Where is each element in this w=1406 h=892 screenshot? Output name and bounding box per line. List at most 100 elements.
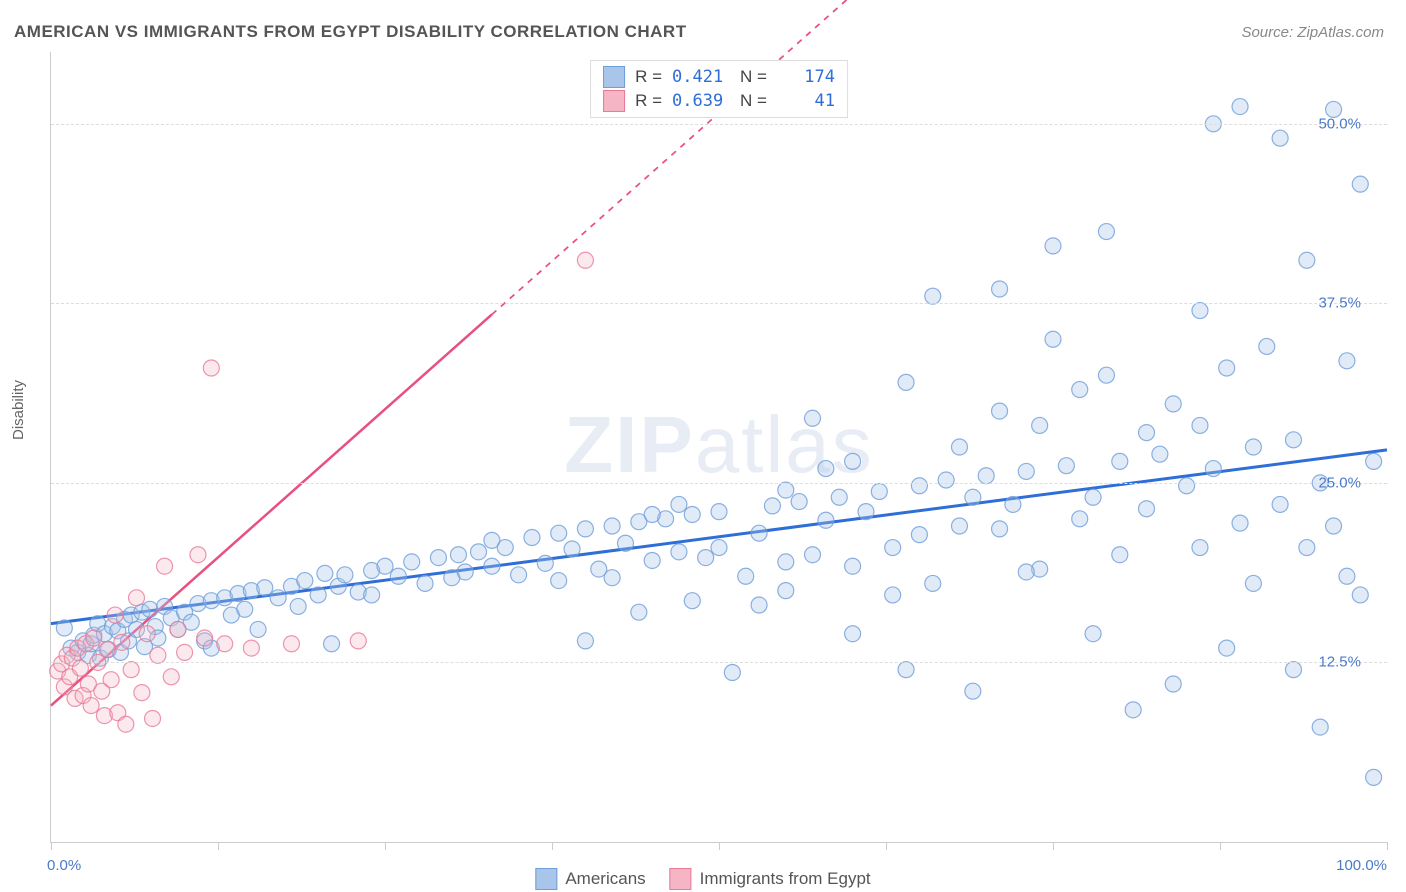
data-point bbox=[631, 604, 647, 620]
data-point bbox=[778, 583, 794, 599]
data-point bbox=[831, 489, 847, 505]
data-point bbox=[257, 580, 273, 596]
data-point bbox=[450, 547, 466, 563]
data-point bbox=[139, 626, 155, 642]
data-point bbox=[1139, 425, 1155, 441]
data-point bbox=[1165, 676, 1181, 692]
legend-r-value: 0.639 bbox=[672, 89, 730, 113]
data-point bbox=[310, 587, 326, 603]
data-point bbox=[1165, 396, 1181, 412]
data-point bbox=[177, 644, 193, 660]
legend-swatch bbox=[670, 868, 692, 890]
data-point bbox=[56, 620, 72, 636]
data-point bbox=[163, 669, 179, 685]
data-point bbox=[778, 554, 794, 570]
data-point bbox=[751, 597, 767, 613]
data-point bbox=[511, 567, 527, 583]
data-point bbox=[1112, 453, 1128, 469]
legend-correlation: R =0.421N =174R =0.639N =41 bbox=[590, 60, 848, 118]
data-point bbox=[898, 662, 914, 678]
data-point bbox=[1018, 564, 1034, 580]
grid-line bbox=[51, 483, 1387, 484]
data-point bbox=[1098, 224, 1114, 240]
legend-label: Immigrants from Egypt bbox=[700, 869, 871, 889]
data-point bbox=[1366, 769, 1382, 785]
data-point bbox=[1045, 238, 1061, 254]
legend-series: Americans Immigrants from Egypt bbox=[535, 868, 870, 890]
x-tick bbox=[1053, 842, 1054, 850]
data-point bbox=[390, 568, 406, 584]
data-point bbox=[1299, 540, 1315, 556]
data-point bbox=[992, 403, 1008, 419]
data-point bbox=[324, 636, 340, 652]
data-point bbox=[1259, 338, 1275, 354]
data-point bbox=[497, 540, 513, 556]
legend-item: Americans bbox=[535, 868, 645, 890]
data-point bbox=[965, 683, 981, 699]
data-point bbox=[150, 647, 166, 663]
data-point bbox=[270, 590, 286, 606]
x-tick bbox=[51, 842, 52, 850]
trend-line-dashed bbox=[492, 0, 1387, 314]
data-point bbox=[764, 498, 780, 514]
legend-item: Immigrants from Egypt bbox=[670, 868, 871, 890]
legend-r-label: R = bbox=[635, 65, 662, 89]
data-point bbox=[1072, 382, 1088, 398]
x-axis-min-label: 0.0% bbox=[47, 857, 81, 874]
data-point bbox=[1219, 360, 1235, 376]
x-tick bbox=[552, 842, 553, 850]
data-point bbox=[925, 575, 941, 591]
data-point bbox=[1085, 489, 1101, 505]
y-tick-label: 50.0% bbox=[1318, 115, 1361, 132]
data-point bbox=[871, 484, 887, 500]
data-point bbox=[738, 568, 754, 584]
data-point bbox=[457, 564, 473, 580]
grid-line bbox=[51, 303, 1387, 304]
grid-line bbox=[51, 124, 1387, 125]
data-point bbox=[751, 525, 767, 541]
data-point bbox=[577, 521, 593, 537]
data-point bbox=[1326, 518, 1342, 534]
data-point bbox=[818, 461, 834, 477]
data-point bbox=[134, 685, 150, 701]
data-point bbox=[86, 630, 102, 646]
data-point bbox=[711, 540, 727, 556]
legend-swatch bbox=[603, 90, 625, 112]
data-point bbox=[791, 494, 807, 510]
data-point bbox=[1232, 515, 1248, 531]
data-point bbox=[1352, 176, 1368, 192]
data-point bbox=[297, 573, 313, 589]
data-point bbox=[1339, 568, 1355, 584]
data-point bbox=[1299, 252, 1315, 268]
data-point bbox=[1045, 331, 1061, 347]
data-point bbox=[604, 518, 620, 534]
data-point bbox=[698, 550, 714, 566]
legend-label: Americans bbox=[565, 869, 645, 889]
data-point bbox=[1352, 587, 1368, 603]
data-point bbox=[858, 504, 874, 520]
data-point bbox=[1179, 478, 1195, 494]
data-point bbox=[644, 507, 660, 523]
data-point bbox=[845, 626, 861, 642]
data-point bbox=[644, 552, 660, 568]
data-point bbox=[1272, 130, 1288, 146]
plot-area bbox=[51, 52, 1387, 842]
data-point bbox=[1285, 432, 1301, 448]
data-point bbox=[83, 698, 99, 714]
data-point bbox=[1192, 303, 1208, 319]
data-point bbox=[1098, 367, 1114, 383]
data-point bbox=[123, 662, 139, 678]
data-point bbox=[577, 252, 593, 268]
data-point bbox=[1232, 99, 1248, 115]
grid-line bbox=[51, 662, 1387, 663]
data-point bbox=[898, 374, 914, 390]
data-point bbox=[243, 640, 259, 656]
data-point bbox=[377, 558, 393, 574]
data-point bbox=[577, 633, 593, 649]
y-tick-label: 12.5% bbox=[1318, 654, 1361, 671]
data-point bbox=[992, 521, 1008, 537]
data-point bbox=[1018, 463, 1034, 479]
data-point bbox=[938, 472, 954, 488]
data-point bbox=[805, 547, 821, 563]
data-point bbox=[1058, 458, 1074, 474]
